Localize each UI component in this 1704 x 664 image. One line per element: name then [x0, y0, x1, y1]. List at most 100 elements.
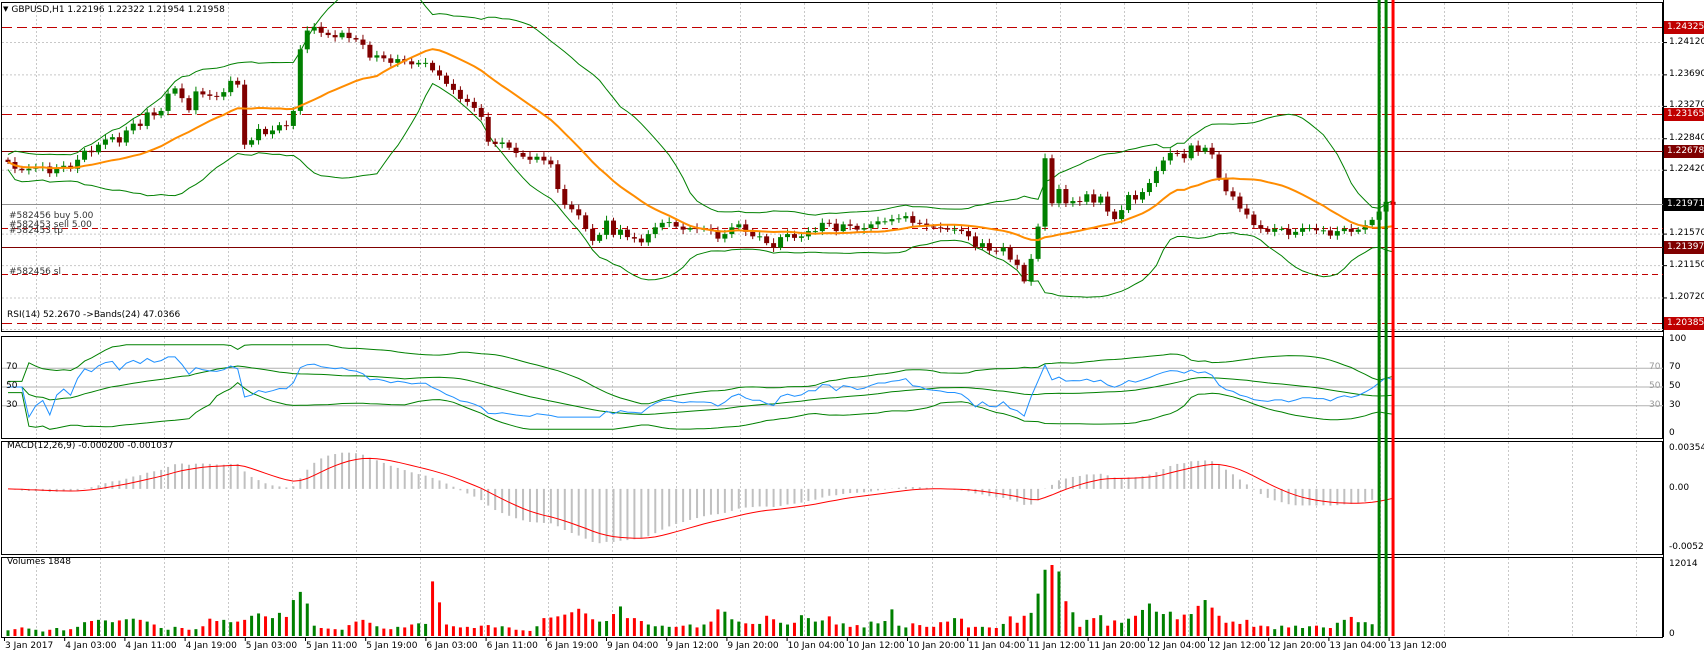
- candle-body: [1035, 226, 1041, 259]
- price-tick-label: 1.21150: [1669, 259, 1704, 270]
- candle-body: [416, 62, 422, 65]
- macd-title: MACD(12,26,9) -0.000200 -0.001037: [7, 441, 174, 451]
- candle-body: [527, 156, 533, 160]
- time-tick-label: 4 Jan 03:00: [65, 641, 117, 651]
- time-tick-label: 4 Jan 11:00: [125, 641, 177, 651]
- candle-body: [1188, 145, 1194, 159]
- candle-body: [666, 222, 672, 224]
- candle-body: [346, 32, 352, 39]
- rsi-scale-label: 0: [1669, 428, 1675, 438]
- candle-body: [583, 215, 589, 229]
- candle-body: [576, 209, 582, 216]
- candle-body: [54, 168, 60, 174]
- candle-body: [513, 147, 519, 153]
- rsi-band-upper: [8, 344, 1394, 405]
- time-tick-label: 11 Jan 20:00: [1088, 641, 1146, 651]
- bollinger-lower-line: [7, 82, 1394, 298]
- candle-body: [617, 229, 623, 235]
- candle-body: [993, 250, 999, 252]
- candle-body: [1153, 171, 1159, 184]
- pane-frame-macd: [1, 441, 1663, 555]
- candle-body: [283, 125, 289, 127]
- candle-body: [1105, 196, 1111, 212]
- pane-frame-vol: [1, 557, 1663, 638]
- price-tick-label: 1.23690: [1669, 68, 1704, 79]
- price-tick-label: 1.21570: [1669, 228, 1704, 239]
- candle-body: [1021, 264, 1027, 282]
- candle-body: [1098, 196, 1104, 203]
- candle-body: [1167, 152, 1173, 161]
- candle-body: [1112, 211, 1118, 220]
- time-tick-label: 9 Jan 20:00: [727, 641, 779, 651]
- candle-body: [228, 80, 234, 93]
- candle-body: [673, 222, 679, 227]
- candle-body: [1300, 228, 1306, 232]
- time-tick-label: 12 Jan 20:00: [1269, 641, 1327, 651]
- candle-body: [972, 236, 978, 247]
- candle-body: [1049, 158, 1055, 204]
- candle-body: [1272, 228, 1278, 232]
- candle-body: [144, 112, 150, 126]
- candle-body: [200, 91, 206, 95]
- candle-body: [903, 216, 909, 219]
- moving-average-line: [7, 48, 1394, 242]
- price-tick-label: 1.24120: [1669, 36, 1704, 47]
- order-tag-buy[interactable]: #582456 buy 5.00: [9, 211, 94, 221]
- time-tick-label: 3 Jan 2017: [5, 641, 54, 651]
- candle-body: [743, 224, 749, 232]
- candle-body: [339, 32, 345, 38]
- candle-body: [1000, 247, 1006, 252]
- price-tick-label: 1.22840: [1669, 132, 1704, 143]
- candle-body: [750, 231, 756, 237]
- price-level-label: 1.23165: [1664, 107, 1704, 121]
- triangle-down-icon[interactable]: ▼: [3, 5, 9, 13]
- candle-body: [1237, 196, 1243, 209]
- candle-body: [847, 224, 853, 226]
- candle-body: [534, 156, 540, 160]
- candle-body: [325, 32, 331, 36]
- rsi-level-label-right: 50: [1649, 381, 1661, 391]
- candle-body: [659, 222, 665, 228]
- candle-body: [256, 128, 262, 141]
- candle-body: [986, 243, 992, 251]
- candle-body: [1007, 247, 1013, 260]
- candle-body: [193, 91, 199, 111]
- order-tag-sell[interactable]: #582453 sell 5.00: [9, 220, 92, 230]
- candle-body: [812, 231, 818, 233]
- time-tick-label: 13 Jan 12:00: [1389, 641, 1447, 651]
- candle-body: [965, 231, 971, 237]
- candle-body: [757, 236, 763, 238]
- candle-body: [1056, 189, 1062, 204]
- candle-body: [917, 222, 923, 224]
- candle-body: [430, 62, 436, 71]
- candle-body: [367, 44, 373, 58]
- price-level-label: 1.24325: [1664, 20, 1704, 34]
- candle-body: [645, 234, 651, 243]
- candle-body: [555, 164, 561, 190]
- candle-body: [826, 222, 832, 224]
- candle-body: [207, 94, 213, 96]
- candle-body: [833, 223, 839, 232]
- candle-body: [1181, 153, 1187, 159]
- volume-scale-label: 12014: [1669, 559, 1698, 569]
- chart-title-row: ▼ GBPUSD,H1 1.22196 1.22322 1.21954 1.219…: [3, 4, 225, 16]
- time-tick-label: 9 Jan 12:00: [667, 641, 719, 651]
- candle-body: [158, 110, 164, 116]
- candle-body: [791, 234, 797, 238]
- order-tag-sl[interactable]: #582456 sl: [9, 267, 61, 277]
- candle-body: [889, 219, 895, 222]
- price-level-label: 1.21971: [1664, 197, 1704, 211]
- volumes-title: Volumes 1848: [7, 557, 71, 567]
- candle-body: [896, 218, 902, 220]
- candle-body: [854, 225, 860, 230]
- candle-body: [423, 62, 429, 64]
- candle-body: [116, 137, 122, 143]
- time-tick-label: 12 Jan 04:00: [1148, 641, 1206, 651]
- candle-body: [1146, 183, 1152, 193]
- candle-body: [443, 75, 449, 84]
- rsi-title: RSI(14) 52.2670 ->Bands(24) 47.0366: [7, 310, 181, 320]
- candle-body: [242, 84, 248, 145]
- order-tag-tp[interactable]: #582453 tp: [9, 226, 63, 236]
